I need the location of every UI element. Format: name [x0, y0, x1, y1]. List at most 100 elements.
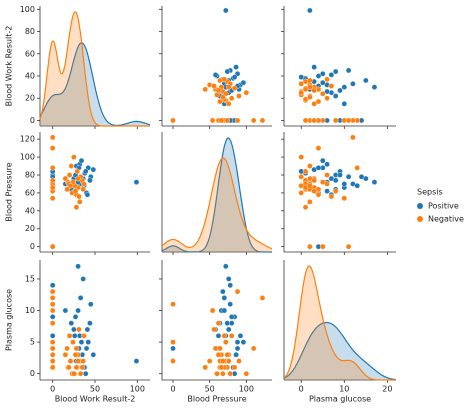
scatter-point — [80, 358, 86, 364]
scatter-point — [332, 117, 339, 124]
scatter-point — [350, 134, 356, 141]
scatter-point — [228, 332, 235, 339]
scatter-point — [225, 276, 232, 282]
scatter-point — [80, 276, 86, 282]
scatter-point — [62, 307, 69, 314]
scatter-point — [307, 199, 313, 205]
scatter-point — [85, 339, 92, 345]
y-tick-label: 20 — [25, 224, 35, 233]
scatter-point — [371, 179, 378, 185]
scatter-point — [84, 191, 91, 198]
scatter-point — [222, 339, 229, 345]
scatter-point — [206, 358, 213, 364]
x-tick-label: 10 — [339, 385, 349, 394]
legend-label: Negative — [428, 215, 464, 224]
scatter-point — [49, 184, 56, 191]
scatter-point — [311, 117, 317, 124]
scatter-point — [337, 172, 343, 178]
y-axis-label: Blood Work Result-2 — [5, 26, 14, 107]
scatter-point — [298, 190, 305, 196]
scatter-point — [72, 188, 79, 194]
scatter-point — [215, 87, 222, 94]
y-axis-label: Blood Pressure — [5, 162, 14, 221]
scatter-point — [233, 351, 239, 358]
y-tick-label: 120 — [20, 135, 35, 144]
scatter-point — [319, 157, 326, 164]
scatter-point — [73, 345, 80, 352]
scatter-point — [49, 288, 56, 295]
scatter-point — [49, 165, 56, 171]
x-axis-label: Blood Pressure — [187, 395, 246, 404]
scatter-point — [221, 76, 228, 83]
scatter-point — [87, 301, 94, 308]
scatter-point — [84, 326, 91, 333]
scatter-point — [324, 188, 330, 194]
y-tick-label: 60 — [25, 188, 35, 197]
scatter-point — [49, 345, 56, 352]
scatter-point — [49, 339, 56, 345]
scatter-point — [328, 83, 335, 89]
scatter-point — [222, 7, 229, 14]
scatter-point — [345, 243, 352, 250]
scatter-point — [170, 117, 176, 124]
scatter-point — [49, 301, 56, 308]
scatter-point — [259, 295, 266, 301]
scatter-point — [66, 172, 73, 178]
scatter-point — [298, 173, 305, 180]
scatter-point — [215, 332, 222, 339]
scatter-point — [345, 67, 352, 74]
scatter-point — [70, 339, 76, 345]
y-tick-label: 80 — [25, 170, 35, 179]
scatter-point — [78, 157, 85, 164]
scatter-point — [79, 364, 86, 371]
scatter-point — [66, 332, 73, 339]
kde-area — [284, 322, 396, 380]
scatter-point — [231, 85, 238, 92]
scatter-point — [315, 73, 322, 79]
y-tick-label: 80 — [25, 27, 35, 36]
scatter-point — [324, 88, 330, 95]
kde-line — [161, 157, 273, 250]
scatter-point — [328, 193, 335, 200]
scatter-point — [49, 320, 56, 326]
scatter-point — [341, 84, 348, 90]
scatter-point — [49, 351, 56, 358]
scatter-point — [319, 79, 326, 86]
x-tick-label: 20 — [382, 385, 392, 394]
scatter-point — [217, 345, 223, 352]
scatter-point — [78, 339, 85, 345]
scatter-point — [319, 70, 326, 77]
kde-line — [283, 265, 396, 381]
scatter-point — [319, 90, 326, 97]
x-tick-label: 0 — [299, 385, 304, 394]
scatter-point — [76, 199, 83, 205]
x-axis-label: Blood Work Result-2 — [55, 395, 136, 404]
scatter-point — [49, 134, 56, 141]
scatter-point — [49, 282, 56, 289]
scatter-point — [215, 320, 222, 326]
scatter-point — [311, 177, 317, 184]
scatter-point — [345, 117, 352, 124]
scatter-point — [250, 345, 257, 352]
scatter-point — [236, 358, 242, 364]
scatter-point — [324, 172, 330, 178]
scatter-point — [76, 326, 82, 333]
x-tick-label: 100 — [130, 385, 145, 394]
scatter-point — [307, 163, 313, 169]
scatter-point — [90, 166, 97, 173]
scatter-point — [371, 84, 378, 90]
scatter-point — [224, 117, 231, 124]
scatter-point — [83, 345, 90, 352]
scatter-point — [218, 117, 225, 124]
kde-area — [40, 42, 150, 126]
y-tick-label: 5 — [30, 338, 35, 347]
scatter-point — [307, 84, 313, 90]
scatter-point — [220, 370, 226, 377]
scatter-point — [77, 295, 84, 301]
scatter-point — [298, 154, 305, 160]
scatter-point — [319, 243, 326, 250]
y-tick-label: 0 — [30, 242, 35, 251]
scatter-point — [224, 320, 231, 326]
scatter-point — [227, 301, 233, 308]
kde-line — [39, 42, 151, 126]
